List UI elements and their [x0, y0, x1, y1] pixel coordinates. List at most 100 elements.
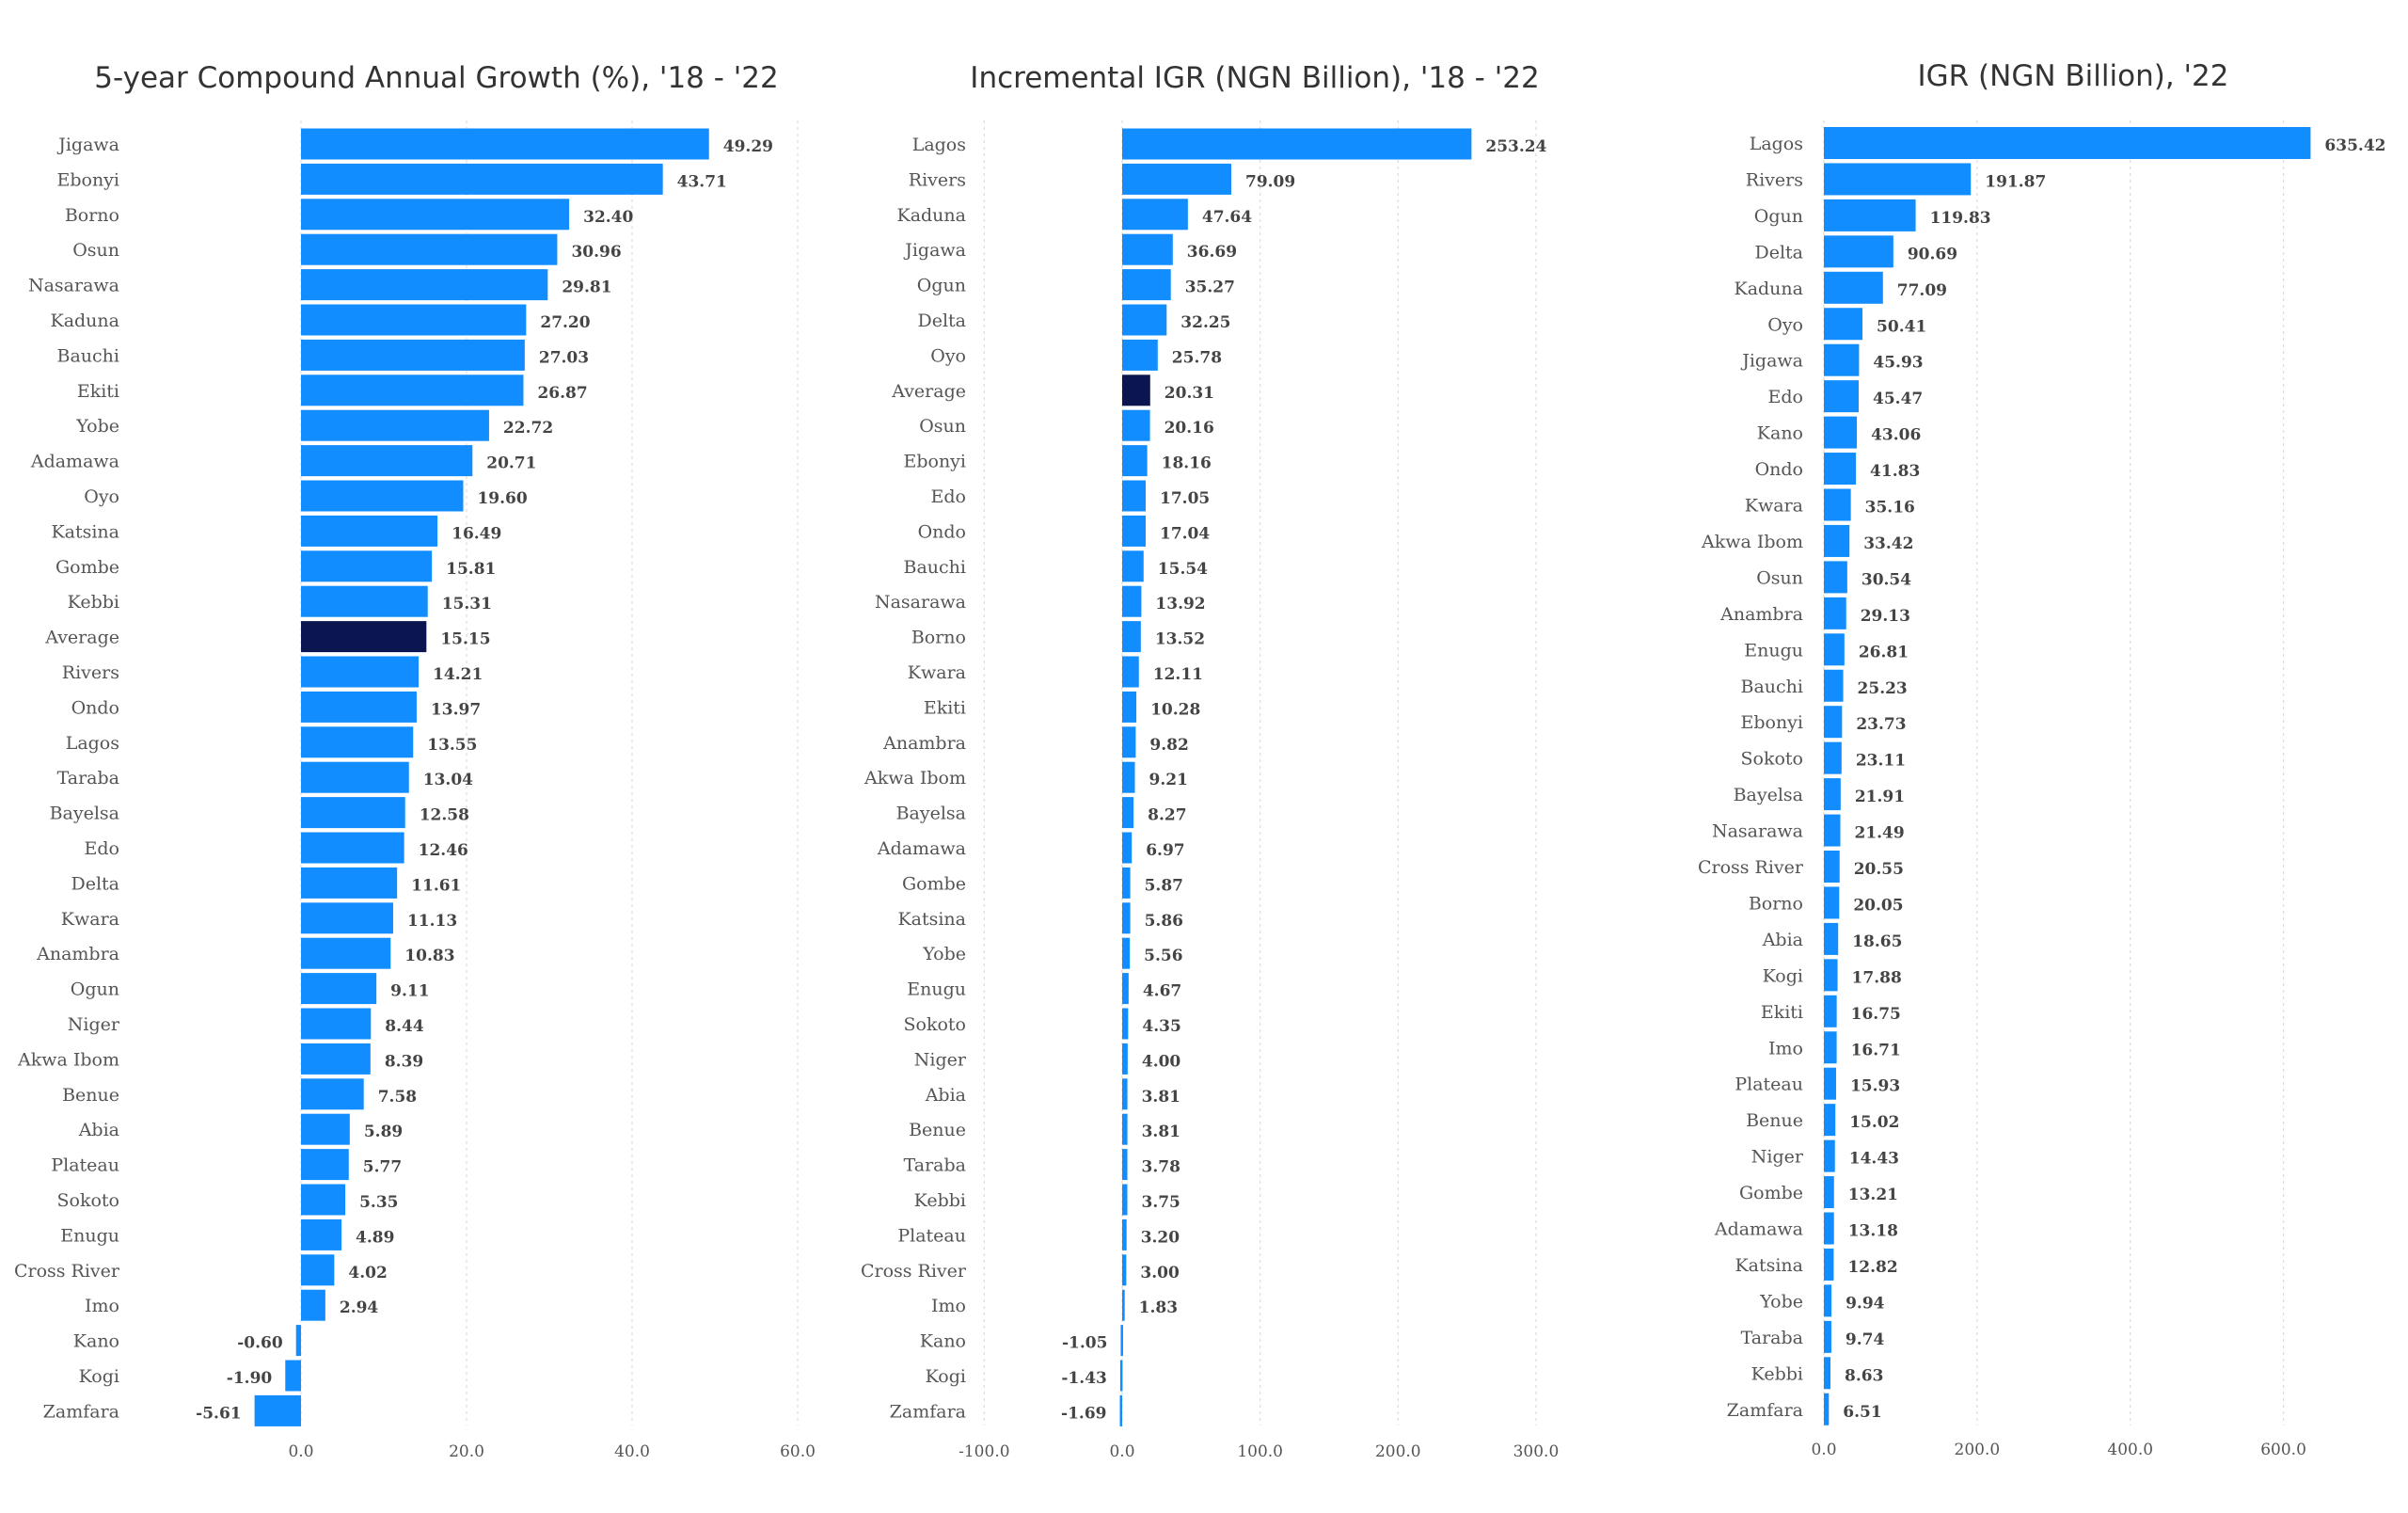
- incremental-igr-category-label: Akwa Ibom: [863, 768, 966, 788]
- cagr-bar: [301, 374, 524, 406]
- cagr-bar: [301, 1184, 346, 1216]
- incremental-igr-category-label: Imo: [931, 1296, 966, 1316]
- cagr-bar: [301, 797, 405, 829]
- igr-2022-x-tick-label: 600.0: [2260, 1441, 2306, 1459]
- cagr-value-label: 15.31: [442, 595, 492, 613]
- incremental-igr-x-tick-label: 100.0: [1237, 1442, 1283, 1461]
- cagr-value-label: 15.81: [446, 560, 496, 579]
- cagr-bar: [301, 199, 570, 231]
- igr-2022-bar: [1824, 851, 1840, 883]
- incremental-igr-bar: [1122, 691, 1137, 723]
- igr-2022-category-label: Zamfara: [1727, 1400, 1803, 1421]
- cagr-category-label: Kwara: [61, 909, 119, 930]
- cagr-x-tick-label: 20.0: [449, 1442, 484, 1461]
- igr-2022-bar: [1824, 488, 1851, 521]
- igr-2022-category-label: Edo: [1768, 387, 1803, 407]
- igr-2022-category-label: Kogi: [1763, 965, 1803, 986]
- incremental-igr-bar: [1122, 199, 1188, 231]
- cagr-category-label: Anambra: [36, 944, 119, 964]
- igr-2022-category-label: Borno: [1749, 893, 1803, 914]
- incremental-igr-x-tick-label: -100.0: [958, 1442, 1009, 1461]
- cagr-value-label: 2.94: [340, 1298, 379, 1317]
- incremental-igr-bar: [1122, 515, 1146, 547]
- incremental-igr-bar: [1122, 902, 1131, 934]
- igr-2022-category-label: Kwara: [1745, 496, 1803, 517]
- incremental-igr-value-label: 5.56: [1144, 947, 1182, 965]
- cagr-value-label: 11.61: [411, 876, 461, 895]
- cagr-value-label: 9.11: [390, 982, 429, 1001]
- cagr-bar: [301, 128, 709, 160]
- incremental-igr-value-label: 36.69: [1187, 243, 1237, 262]
- igr-2022-value-label: 29.13: [1861, 607, 1910, 626]
- igr-2022-value-label: 41.83: [1870, 462, 1920, 481]
- cagr-x-tick-label: 40.0: [614, 1442, 650, 1461]
- cagr-value-label: 8.39: [385, 1052, 423, 1071]
- igr-2022-bar: [1824, 343, 1860, 376]
- incremental-igr-value-label: 3.20: [1141, 1228, 1180, 1247]
- cagr-bar: [301, 621, 427, 653]
- incremental-igr-category-label: Plateau: [897, 1225, 966, 1246]
- incremental-igr-value-label: 1.83: [1139, 1298, 1178, 1317]
- cagr-value-label: 4.02: [348, 1264, 387, 1282]
- cagr-category-label: Ondo: [71, 697, 119, 718]
- igr-2022-bar: [1824, 922, 1839, 955]
- igr-2022-category-label: Osun: [1756, 567, 1803, 588]
- cagr-category-label: Imo: [85, 1296, 119, 1316]
- igr-2022-category-label: Plateau: [1735, 1075, 1803, 1095]
- cagr-bar: [301, 1078, 364, 1110]
- incremental-igr-category-label: Ekiti: [924, 697, 966, 718]
- incremental-igr-category-label: Ondo: [918, 521, 966, 542]
- igr-2022-value-label: 13.18: [1848, 1222, 1898, 1241]
- igr-2022-value-label: 6.51: [1843, 1403, 1881, 1422]
- igr-2022-value-label: 23.11: [1856, 752, 1906, 771]
- igr-2022-value-label: 50.41: [1877, 317, 1926, 336]
- incremental-igr-category-label: Gombe: [902, 873, 966, 894]
- incremental-igr-value-label: 20.16: [1164, 419, 1214, 438]
- incremental-igr-category-label: Adamawa: [877, 838, 966, 859]
- cagr-value-label: 12.58: [420, 806, 469, 825]
- cagr-bar: [301, 1008, 372, 1040]
- incremental-igr-bar: [1122, 269, 1171, 301]
- incremental-igr-bar: [1122, 797, 1134, 829]
- cagr-category-label: Kogi: [79, 1366, 119, 1387]
- cagr-value-label: 13.55: [427, 736, 477, 755]
- igr-2022-bar: [1824, 235, 1893, 268]
- cagr-value-label: 13.97: [431, 700, 481, 719]
- igr-2022-bar: [1824, 669, 1844, 702]
- incremental-igr-category-label: Kano: [920, 1331, 966, 1352]
- igr-2022-value-label: 119.83: [1930, 209, 1991, 228]
- incremental-igr-category-label: Ogun: [917, 276, 966, 296]
- incremental-igr-value-label: 25.78: [1172, 348, 1222, 367]
- cagr-category-label: Kebbi: [68, 592, 119, 613]
- cagr-value-label: 22.72: [503, 419, 553, 438]
- igr-2022-bar: [1824, 453, 1857, 486]
- incremental-igr-category-label: Cross River: [861, 1261, 967, 1282]
- cagr-value-label: 12.46: [419, 841, 468, 860]
- incremental-igr-value-label: 3.78: [1142, 1158, 1180, 1177]
- incremental-igr-bar: [1122, 1218, 1127, 1250]
- igr-2022-category-label: Yobe: [1759, 1291, 1803, 1312]
- igr-2022-category-label: Oyo: [1767, 314, 1803, 335]
- cagr-bar: [301, 1113, 350, 1145]
- igr-2022-value-label: 90.69: [1908, 245, 1957, 263]
- cagr-value-label: 5.89: [364, 1123, 403, 1141]
- incremental-igr-value-label: 8.27: [1148, 806, 1186, 825]
- cagr-value-label: 11.13: [407, 912, 457, 931]
- cagr-bar: [301, 1218, 342, 1250]
- incremental-igr-bar: [1122, 937, 1131, 969]
- igr-2022-value-label: 21.91: [1855, 788, 1905, 806]
- igr-2022-category-label: Gombe: [1739, 1183, 1803, 1203]
- cagr-bar: [301, 656, 420, 688]
- cagr-category-label: Yobe: [75, 416, 119, 437]
- incremental-igr-bar: [1122, 1149, 1128, 1181]
- igr-2022-value-label: 20.55: [1854, 860, 1904, 879]
- incremental-igr-value-label: 9.82: [1149, 736, 1188, 755]
- incremental-igr-bar: [1122, 480, 1147, 512]
- incremental-igr-category-label: Osun: [919, 416, 966, 437]
- cagr-category-label: Edo: [85, 838, 119, 859]
- cagr-bar: [301, 585, 428, 617]
- cagr-bar: [301, 1254, 335, 1286]
- igr-2022-value-label: 16.71: [1851, 1041, 1901, 1059]
- incremental-igr-bar: [1119, 1394, 1123, 1426]
